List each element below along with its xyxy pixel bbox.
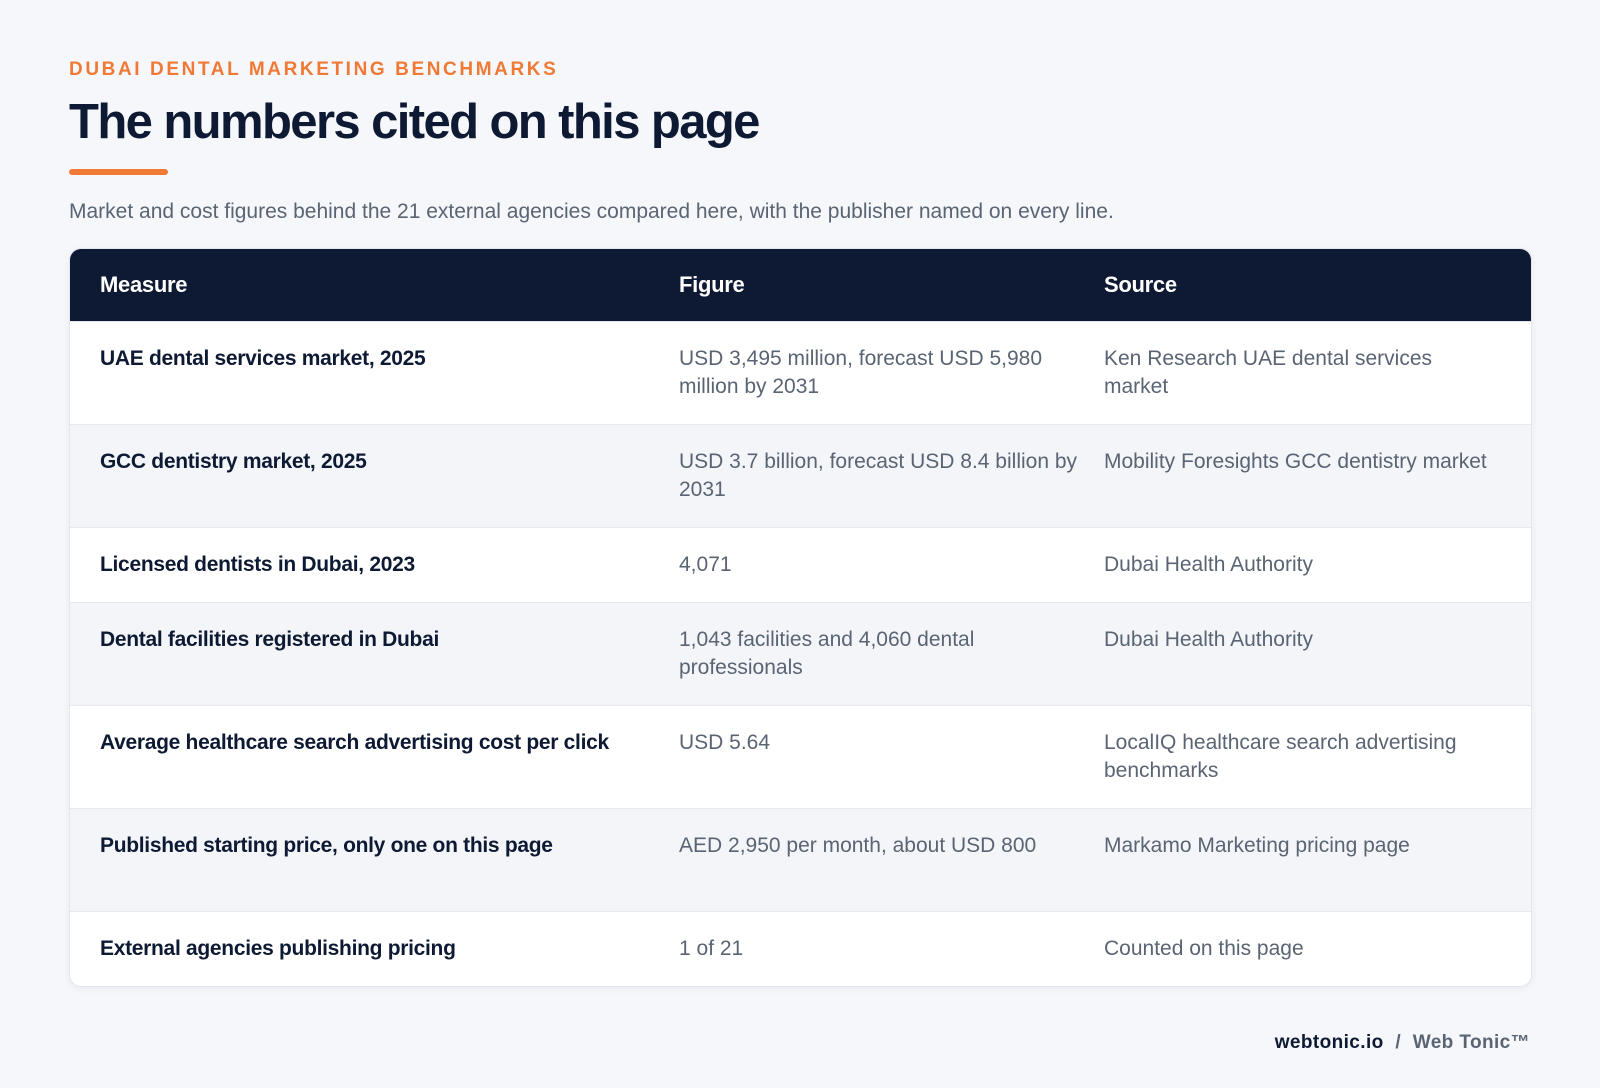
- footer-brand: Web Tonic™: [1412, 1032, 1530, 1053]
- measure-cell: GCC dentistry market, 2025: [100, 450, 367, 473]
- source-cell: Dubai Health Authority: [1104, 628, 1313, 651]
- page-header: DUBAI DENTAL MARKETING BENCHMARKS The nu…: [69, 56, 1530, 227]
- footer-separator: /: [1395, 1032, 1402, 1053]
- column-header-figure: Figure: [679, 272, 745, 297]
- benchmarks-table: Measure Figure Source UAE dental service…: [69, 248, 1532, 987]
- table-row: Published starting price, only one on th…: [70, 808, 1531, 911]
- table-row: External agencies publishing pricing 1 o…: [70, 911, 1531, 986]
- table-row: Dental facilities registered in Dubai 1,…: [70, 602, 1531, 705]
- figure-cell: 4,071: [679, 553, 732, 576]
- footer-domain-link[interactable]: webtonic.io: [1274, 1032, 1384, 1053]
- measure-cell: External agencies publishing pricing: [100, 937, 456, 960]
- table-row: UAE dental services market, 2025 USD 3,4…: [70, 321, 1531, 424]
- table-row: Average healthcare search advertising co…: [70, 705, 1531, 808]
- column-header-measure: Measure: [100, 272, 188, 297]
- page-title: The numbers cited on this page: [69, 95, 760, 149]
- figure-cell: USD 3.7 billion, forecast USD 8.4 billio…: [679, 450, 1078, 501]
- measure-cell: Licensed dentists in Dubai, 2023: [100, 553, 415, 576]
- source-cell: Mobility Foresights GCC dentistry market: [1104, 450, 1487, 473]
- source-cell: Markamo Marketing pricing page: [1104, 834, 1410, 857]
- page-subtitle: Market and cost figures behind the 21 ex…: [69, 200, 1114, 223]
- eyebrow-label: DUBAI DENTAL MARKETING BENCHMARKS: [69, 59, 559, 80]
- footer-credit: webtonic.io / Web Tonic™: [1275, 1032, 1530, 1054]
- table-row: Licensed dentists in Dubai, 2023 4,071 D…: [70, 527, 1531, 602]
- column-header-source: Source: [1104, 272, 1177, 297]
- measure-cell: Published starting price, only one on th…: [100, 834, 553, 857]
- measure-cell: Dental facilities registered in Dubai: [100, 628, 439, 651]
- source-cell: Dubai Health Authority: [1104, 553, 1313, 576]
- measure-cell: Average healthcare search advertising co…: [100, 731, 609, 754]
- figure-cell: 1 of 21: [679, 937, 744, 960]
- figure-cell: AED 2,950 per month, about USD 800: [679, 834, 1037, 857]
- source-cell: Ken Research UAE dental services market: [1104, 347, 1432, 398]
- title-accent-bar: [69, 169, 168, 175]
- figure-cell: USD 3,495 million, forecast USD 5,980 mi…: [679, 347, 1042, 398]
- figure-cell: 1,043 facilities and 4,060 dental profes…: [679, 628, 975, 679]
- figure-cell: USD 5.64: [679, 731, 771, 754]
- measure-cell: UAE dental services market, 2025: [100, 347, 426, 370]
- source-cell: LocalIQ healthcare search advertising be…: [1104, 731, 1457, 782]
- source-cell: Counted on this page: [1104, 937, 1304, 960]
- table-header: Measure Figure Source: [70, 249, 1531, 321]
- table-row: GCC dentistry market, 2025 USD 3.7 billi…: [70, 424, 1531, 527]
